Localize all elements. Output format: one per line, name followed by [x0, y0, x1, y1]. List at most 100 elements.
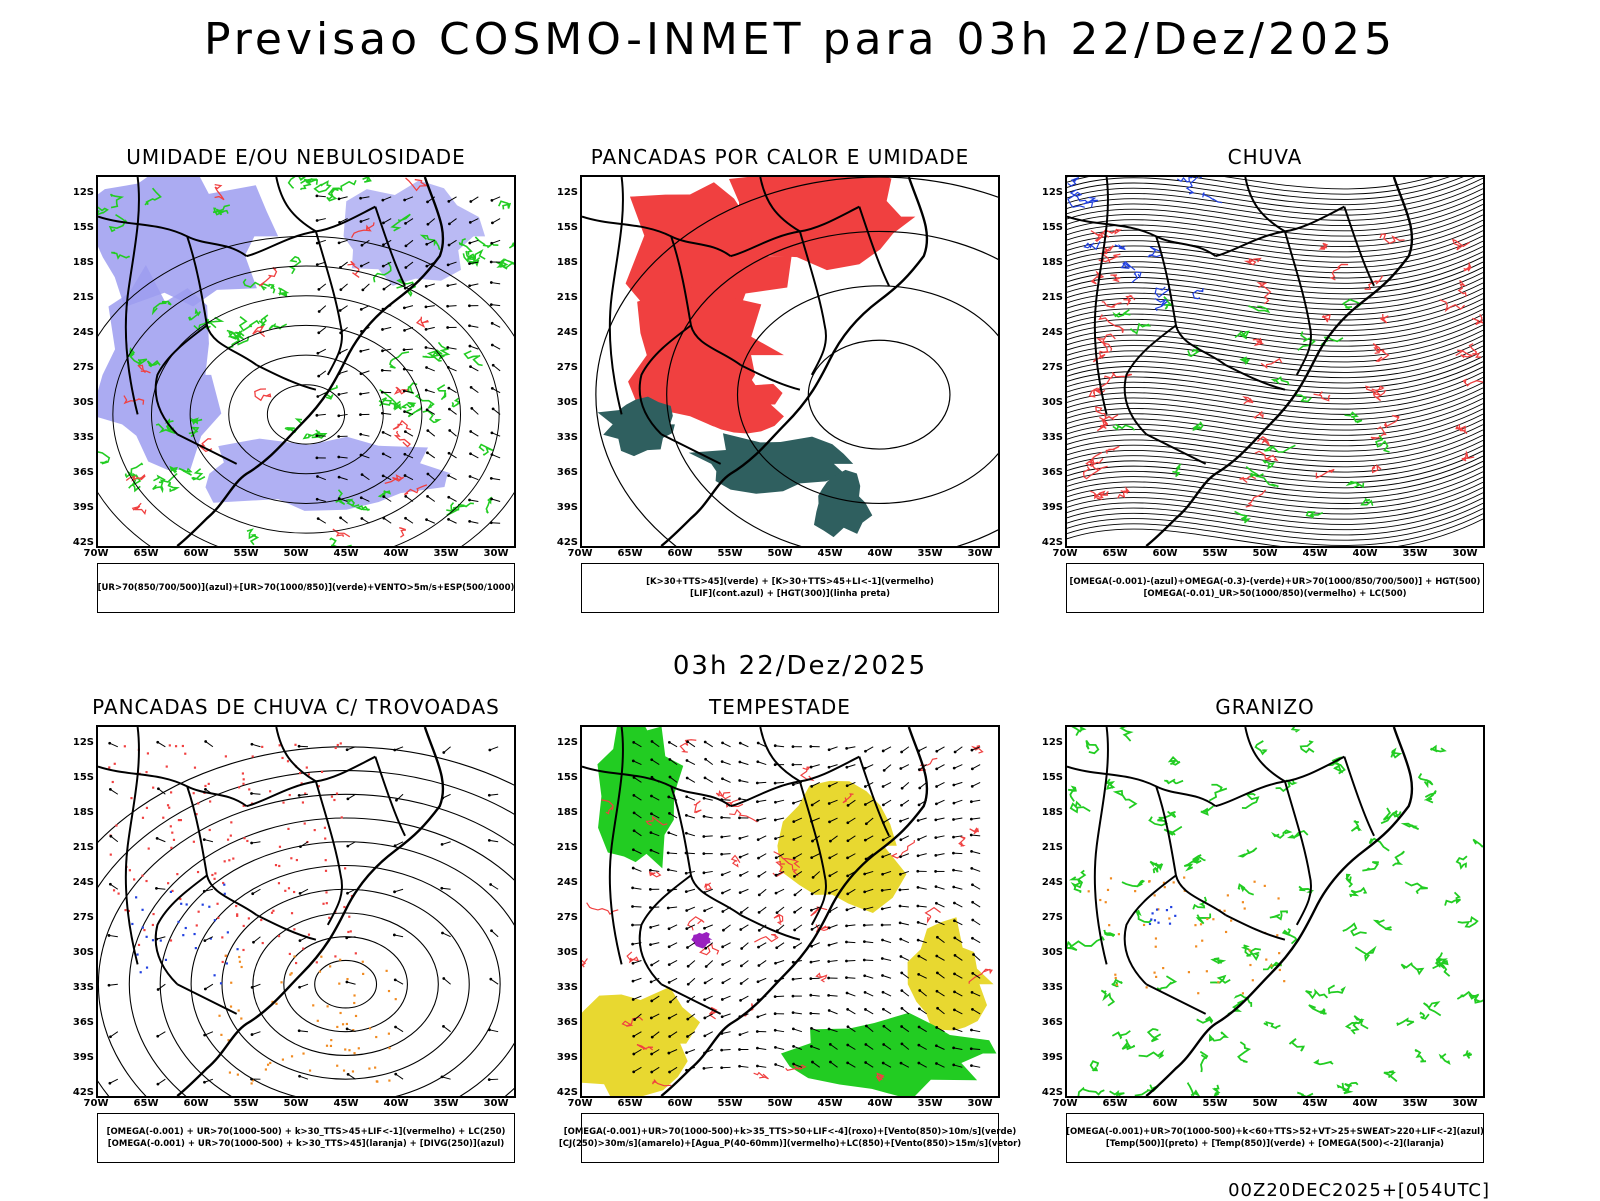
lat-tick-label: 21S: [66, 292, 94, 303]
lon-tick-label: 45W: [1303, 548, 1328, 559]
lat-tick-label: 30S: [550, 397, 578, 408]
lat-tick-label: 39S: [1035, 1052, 1063, 1063]
lon-tick-label: 65W: [134, 548, 159, 559]
lat-tick-label: 27S: [550, 912, 578, 923]
lon-tick-label: 45W: [334, 548, 359, 559]
lon-tick-label: 30W: [484, 1098, 509, 1109]
lat-tick-label: 36S: [66, 467, 94, 478]
geo-borders: [98, 727, 443, 1096]
lat-tick-label: 30S: [550, 947, 578, 958]
legend-line: [OMEGA(-0.001)+UR>70(1000-500)+k<60+TTS>…: [1066, 1126, 1484, 1138]
lat-tick-label: 15S: [1035, 772, 1063, 783]
lon-tick-label: 55W: [718, 548, 743, 559]
lat-tick-label: 21S: [550, 842, 578, 853]
lon-tick-label: 65W: [618, 548, 643, 559]
lat-tick-label: 27S: [66, 362, 94, 373]
map-canvas: [582, 727, 998, 1096]
legend-box: [OMEGA(-0.001)+UR>70(1000-500)+k>35_TTS>…: [581, 1113, 999, 1163]
lat-tick-label: 24S: [550, 327, 578, 338]
lat-tick-label: 12S: [66, 187, 94, 198]
lat-tick-label: 30S: [1035, 947, 1063, 958]
lon-tick-label: 40W: [868, 548, 893, 559]
legend-box: [OMEGA(-0.001)-(azul)+OMEGA(-0.3)-(verde…: [1066, 563, 1484, 613]
legend-line: [UR>70(850/700/500)](azul)+[UR>70(1000/8…: [98, 582, 515, 594]
lon-tick-label: 30W: [1453, 1098, 1478, 1109]
lat-tick-label: 21S: [1035, 292, 1063, 303]
lat-tick-label: 39S: [550, 1052, 578, 1063]
lon-tick-label: 55W: [1203, 548, 1228, 559]
lon-tick-label: 30W: [968, 1098, 993, 1109]
panel-title: TEMPESTADE: [550, 695, 1010, 719]
lon-tick-label: 65W: [1103, 1098, 1128, 1109]
lat-tick-label: 24S: [550, 877, 578, 888]
map-canvas: [1067, 727, 1483, 1096]
lon-tick-label: 50W: [768, 548, 793, 559]
lon-tick-label: 50W: [284, 548, 309, 559]
lat-tick-label: 18S: [1035, 257, 1063, 268]
lon-tick-label: 60W: [1153, 548, 1178, 559]
map-canvas: [98, 177, 514, 546]
lon-tick-label: 50W: [768, 1098, 793, 1109]
lat-tick-label: 24S: [1035, 327, 1063, 338]
lat-tick-label: 42S: [550, 1087, 578, 1098]
lat-tick-label: 21S: [66, 842, 94, 853]
lat-tick-label: 12S: [550, 737, 578, 748]
legend-box: [K>30+TTS>45](verde) + [K>30+TTS>45+LI<-…: [581, 563, 999, 613]
legend-line: [OMEGA(-0.001)+UR>70(1000-500)+k>35_TTS>…: [564, 1126, 1017, 1138]
lat-tick-label: 15S: [550, 222, 578, 233]
lat-tick-label: 24S: [1035, 877, 1063, 888]
lat-tick-label: 42S: [1035, 1087, 1063, 1098]
lon-tick-label: 45W: [334, 1098, 359, 1109]
lon-tick-label: 60W: [668, 1098, 693, 1109]
lon-tick-label: 35W: [918, 548, 943, 559]
map-frame: [1065, 725, 1485, 1098]
lat-tick-label: 21S: [550, 292, 578, 303]
lon-tick-label: 40W: [868, 1098, 893, 1109]
lon-tick-label: 35W: [1403, 1098, 1428, 1109]
panel-title: GRANIZO: [1035, 695, 1495, 719]
map-frame: [1065, 175, 1485, 548]
lat-tick-label: 18S: [66, 807, 94, 818]
lat-tick-label: 42S: [66, 1087, 94, 1098]
lon-tick-label: 45W: [818, 548, 843, 559]
legend-box: [UR>70(850/700/500)](azul)+[UR>70(1000/8…: [97, 563, 515, 613]
map-frame: [580, 175, 1000, 548]
lon-tick-label: 65W: [134, 1098, 159, 1109]
lat-tick-label: 33S: [550, 432, 578, 443]
lat-tick-label: 33S: [1035, 982, 1063, 993]
map-frame: [96, 725, 516, 1098]
legend-line: [OMEGA(-0.001) + UR>70(1000-500) + k>30_…: [108, 1138, 504, 1150]
lon-tick-label: 60W: [184, 548, 209, 559]
lon-tick-label: 45W: [818, 1098, 843, 1109]
lat-tick-label: 15S: [66, 222, 94, 233]
lon-tick-label: 30W: [968, 548, 993, 559]
lon-tick-label: 30W: [484, 548, 509, 559]
lat-tick-label: 36S: [1035, 467, 1063, 478]
lat-tick-label: 27S: [550, 362, 578, 373]
lon-tick-label: 55W: [718, 1098, 743, 1109]
lat-tick-label: 39S: [1035, 502, 1063, 513]
lon-tick-label: 55W: [1203, 1098, 1228, 1109]
lon-tick-label: 70W: [84, 548, 109, 559]
lat-tick-label: 39S: [550, 502, 578, 513]
lat-tick-label: 30S: [66, 947, 94, 958]
lon-tick-label: 50W: [1253, 548, 1278, 559]
run-timestamp: 00Z20DEC2025+[054UTC]: [1228, 1180, 1490, 1201]
lon-tick-label: 35W: [918, 1098, 943, 1109]
lon-tick-label: 40W: [384, 1098, 409, 1109]
lat-tick-label: 12S: [1035, 737, 1063, 748]
lat-tick-label: 42S: [66, 537, 94, 548]
lat-tick-label: 24S: [66, 327, 94, 338]
legend-line: [OMEGA(-0.001) + UR>70(1000-500) + k>30_…: [107, 1126, 506, 1138]
lon-tick-label: 40W: [384, 548, 409, 559]
lat-tick-label: 24S: [66, 877, 94, 888]
lon-tick-label: 45W: [1303, 1098, 1328, 1109]
map-frame: [580, 725, 1000, 1098]
lon-tick-label: 55W: [234, 548, 259, 559]
lat-tick-label: 36S: [550, 1017, 578, 1028]
lat-tick-label: 33S: [1035, 432, 1063, 443]
